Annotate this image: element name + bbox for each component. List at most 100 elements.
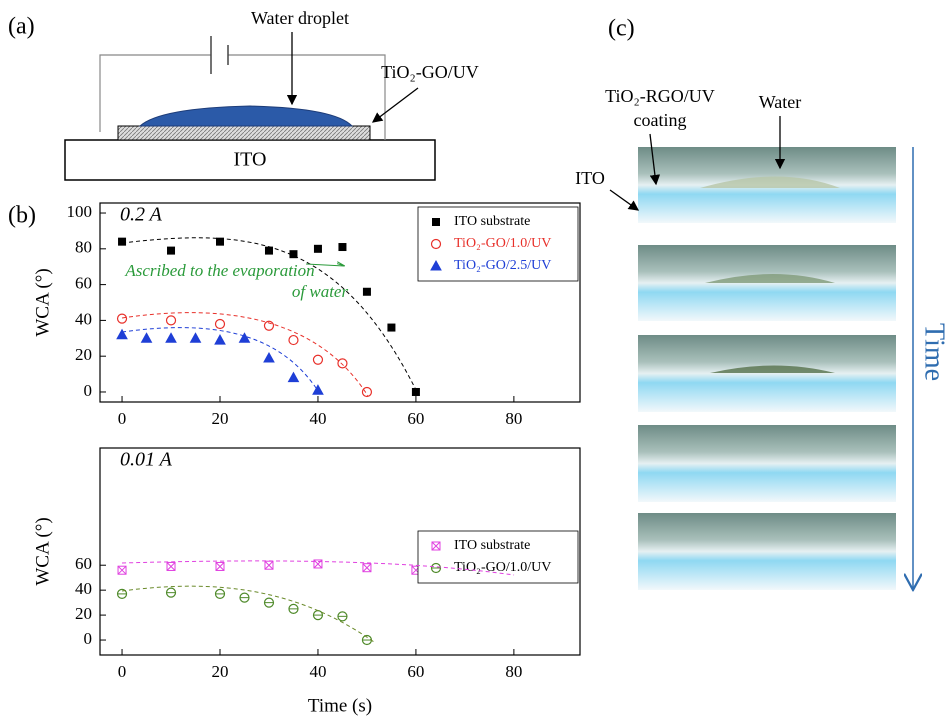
ito-layer [64,139,436,181]
marker-part [215,562,225,571]
marker [116,328,128,340]
fit-curve [121,585,375,643]
y-tick-label: 80 [75,238,92,257]
photo [638,335,896,412]
marker [263,597,275,608]
marker-part [214,318,226,330]
y-tick-label: 40 [75,309,92,328]
note: of water [292,282,349,301]
marker [430,259,442,271]
y-axis-label: WCA (°) [32,517,53,585]
marker-part [431,541,441,551]
y-tick-label: 0 [84,381,93,400]
marker-part [431,541,441,551]
legend-label: ITO substrate [454,214,530,229]
marker-part [216,237,224,246]
note: Ascribed to the evaporation [124,261,314,280]
marker [238,332,251,343]
arrow [305,264,344,266]
x-tick-label: 80 [505,409,522,428]
y-tick-label: 20 [75,345,92,364]
marker [312,609,324,621]
x-tick-label: 60 [407,409,424,428]
fit-curve [121,312,369,397]
y-tick-label: 100 [67,202,93,221]
marker [338,243,347,252]
y-tick-label: 60 [75,274,92,293]
marker [263,351,275,363]
marker-part [362,287,371,296]
marker [430,238,442,250]
marker [167,246,176,255]
marker-part [430,259,442,271]
marker [166,561,176,571]
panel-label: (b) [8,203,36,229]
marker [411,387,420,396]
x-tick-label: 80 [505,662,522,681]
x-tick-label: 20 [212,662,229,681]
marker-part [166,562,176,571]
marker [118,237,127,246]
marker-part [361,386,373,398]
x-tick-label: 0 [118,409,127,428]
y-tick-label: 60 [75,554,92,573]
marker [362,563,372,573]
marker-part [189,332,202,343]
marker-part [411,387,420,396]
marker [165,587,177,598]
panel-label: (c) [608,16,635,42]
marker-part [432,218,440,226]
marker [288,603,299,614]
legend-box [417,206,579,282]
marker [362,287,371,296]
marker-part [117,565,127,575]
coating-label: coating [634,110,687,130]
marker-part [288,334,299,346]
marker-part [165,332,177,343]
marker-part [287,371,300,383]
coating-label: TiO₂-RGO/UV [605,86,715,106]
marker-part [264,560,274,570]
marker-part [338,243,347,252]
droplet [705,274,835,283]
water-label: Water [759,92,802,112]
circuit [99,54,386,140]
ito-label: ITO [575,168,605,188]
plot-frame [99,447,581,656]
x-tick-label: 60 [407,662,424,681]
marker-part [362,563,372,573]
marker [431,541,441,551]
marker-part [140,332,153,343]
marker-part [387,323,396,332]
chart-top: 0 20 40 60 80 0 20 40 60 80 100 WCA (°) 0.2 A Ascribe… [32,202,581,428]
x-axis-label: Time (s) [308,695,372,716]
marker-part [312,384,324,395]
fit-curve [121,560,515,576]
marker-part [313,244,322,253]
x-tick-label: 0 [118,662,127,681]
marker-part [238,332,251,343]
marker-part [116,313,128,324]
x-tick-label: 20 [212,409,229,428]
fit-curve [121,237,419,395]
marker-part [116,328,128,340]
arrow [609,189,640,211]
ito-label: ITO [234,149,267,171]
marker [313,244,322,253]
marker-part [264,246,273,255]
marker [289,250,298,259]
marker [214,588,226,599]
marker [239,592,250,603]
photo [638,513,896,590]
x-tick-label: 40 [309,409,326,428]
droplet-label: Water droplet [251,8,349,28]
marker [116,588,128,599]
marker [432,218,440,226]
marker [287,371,300,383]
marker [430,562,442,574]
legend-label: ITO substrate [454,538,530,553]
marker [189,332,202,343]
y-tick-label: 40 [75,579,92,598]
marker-part [214,334,226,345]
